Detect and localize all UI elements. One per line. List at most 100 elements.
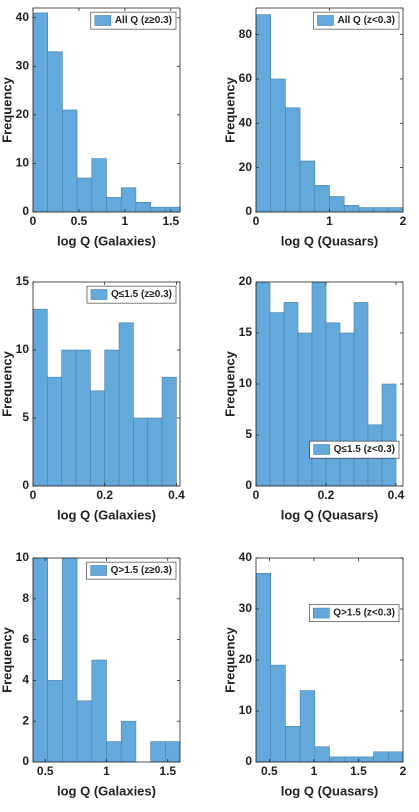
- bar: [135, 201, 151, 213]
- y-tick-label: 0: [22, 478, 29, 492]
- y-tick-label: 40: [16, 10, 30, 24]
- x-axis-label: log Q (Quasars): [281, 507, 379, 522]
- y-tick-label: 5: [22, 410, 29, 424]
- y-tick-label: 5: [245, 427, 252, 441]
- y-tick-label: 2: [22, 713, 29, 727]
- y-tick-label: 60: [239, 71, 253, 85]
- x-tick-label: 1.5: [159, 764, 176, 778]
- bar: [104, 349, 120, 487]
- x-tick-label: 0.4: [168, 488, 185, 502]
- bar: [343, 205, 360, 213]
- panel: 0 0.5 1 1.5 0 10 20 30 40 log Q (Galaxies) Frequen…: [0, 7, 181, 248]
- x-axis-label: log Q (Quasars): [281, 233, 379, 248]
- x-tick-label: 0.2: [318, 488, 335, 502]
- legend-box: [309, 440, 400, 459]
- bar: [314, 746, 330, 763]
- y-tick-label: 6: [22, 632, 29, 646]
- y-tick-label: 10: [16, 156, 30, 170]
- y-tick-label: 80: [239, 27, 253, 41]
- legend-box: [308, 604, 400, 623]
- x-tick-label: 0.5: [261, 764, 278, 778]
- bar: [62, 109, 78, 213]
- bar: [47, 376, 62, 487]
- bar: [285, 107, 301, 213]
- y-tick-label: 10: [239, 703, 253, 717]
- y-tick-label: 10: [239, 376, 253, 390]
- x-tick-label: 2: [400, 214, 407, 228]
- y-tick-label: 15: [16, 274, 30, 288]
- y-tick-label: 40: [239, 550, 253, 564]
- y-axis-label: Frequency: [222, 626, 237, 693]
- bar: [299, 160, 316, 213]
- x-tick-label: 2: [400, 764, 407, 778]
- y-tick-label: 20: [239, 160, 253, 174]
- legend-box: [86, 285, 177, 304]
- legend-label: All Q (z<0.3): [337, 15, 395, 26]
- bar: [106, 197, 122, 213]
- x-tick-label: 1: [122, 214, 129, 228]
- bar: [381, 383, 397, 487]
- panel: 0 0.2 0.4 0 5 10 15 20 log Q (Quasars) Frequency Q…: [222, 274, 404, 522]
- bar: [61, 349, 77, 487]
- bar: [297, 332, 313, 487]
- bar: [32, 308, 48, 487]
- panel: 0.5 1 1.5 0 2 4 6 8 10 log Q (Galaxies) Frequency Q…: [0, 550, 181, 798]
- axes-frame: [32, 7, 181, 213]
- bar: [314, 185, 330, 213]
- x-tick-label: 1.5: [162, 214, 179, 228]
- x-tick-label: 0: [253, 214, 260, 228]
- x-tick-label: 0.5: [37, 764, 54, 778]
- legend-label: Q≤1.5 (z≥0.3): [111, 289, 172, 300]
- y-tick-label: 20: [239, 274, 253, 288]
- y-tick-label: 40: [239, 115, 253, 129]
- y-tick-label: 8: [22, 591, 29, 605]
- legend: Q≤1.5 (z<0.3): [309, 440, 400, 459]
- y-axis-label: Frequency: [0, 76, 14, 143]
- bar: [62, 557, 78, 763]
- y-tick-label: 10: [16, 342, 30, 356]
- axes-frame: [32, 281, 181, 487]
- y-tick-label: 10: [16, 550, 30, 564]
- bar: [283, 302, 299, 487]
- bar: [255, 14, 271, 213]
- y-tick-label: 20: [16, 107, 30, 121]
- bar: [150, 206, 166, 213]
- bar: [47, 51, 63, 213]
- legend-swatch: [312, 607, 330, 619]
- bar: [106, 741, 122, 763]
- x-axis-label: log Q (Galaxies): [57, 783, 156, 798]
- bar: [329, 756, 345, 763]
- bar: [387, 207, 404, 213]
- bar: [32, 557, 48, 763]
- x-tick-label: 0.2: [96, 488, 113, 502]
- bar: [387, 751, 404, 763]
- y-tick-label: 0: [22, 754, 29, 768]
- bar: [147, 417, 163, 487]
- x-tick-label: 1: [103, 764, 110, 778]
- legend: Q≤1.5 (z≥0.3): [86, 285, 177, 304]
- x-tick-label: 0: [30, 488, 37, 502]
- x-tick-label: 0: [30, 214, 37, 228]
- bar: [91, 659, 107, 763]
- bar: [165, 741, 181, 763]
- bar: [255, 572, 271, 763]
- x-tick-label: 0.4: [388, 488, 405, 502]
- x-tick-label: 0.5: [71, 214, 88, 228]
- y-tick-label: 30: [239, 601, 253, 615]
- legend-label: Q>1.5 (z<0.3): [333, 608, 395, 619]
- legend-box: [90, 11, 177, 30]
- bar: [269, 312, 285, 487]
- bar: [120, 720, 137, 763]
- y-tick-label: 0: [245, 478, 252, 492]
- bar: [325, 322, 341, 487]
- x-tick-label: 1: [311, 764, 318, 778]
- x-axis-label: log Q (Quasars): [281, 783, 379, 798]
- legend: All Q (z<0.3): [313, 11, 400, 30]
- bar: [339, 332, 355, 487]
- bar: [150, 741, 166, 763]
- bar: [285, 725, 301, 763]
- bar: [133, 417, 149, 487]
